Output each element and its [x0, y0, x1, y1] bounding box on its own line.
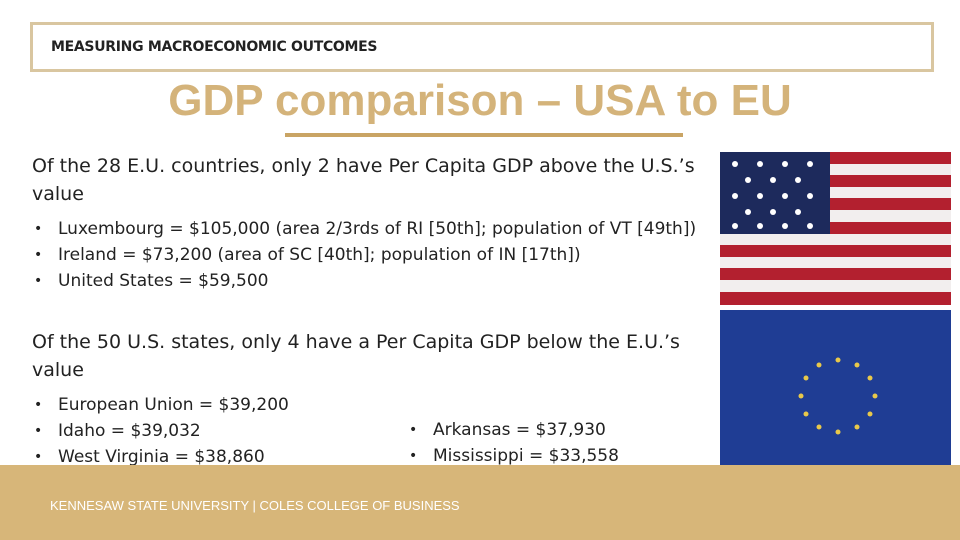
section: Of the 28 E.U. countries, only 2 have Pe… — [32, 152, 702, 294]
us-flag-image — [720, 152, 951, 305]
bullet-item: United States = $59,500 — [32, 268, 702, 294]
title-underline — [285, 133, 683, 137]
bullet-item: West Virginia = $38,860 — [32, 444, 702, 470]
bullet-list: European Union = $39,200Idaho = $39,032W… — [32, 392, 702, 470]
header-box: MEASURING MACROECONOMIC OUTCOMES — [30, 22, 934, 72]
header-label: MEASURING MACROECONOMIC OUTCOMES — [51, 39, 378, 55]
bullet-item: Luxembourg = $105,000 (area 2/3rds of RI… — [32, 216, 702, 242]
footer-text: KENNESAW STATE UNIVERSITY | COLES COLLEG… — [50, 498, 460, 513]
bullet-item: European Union = $39,200 — [32, 392, 702, 418]
section-heading: Of the 28 E.U. countries, only 2 have Pe… — [32, 155, 695, 205]
bullet-list: Arkansas = $37,930Mississippi = $33,558 — [407, 417, 619, 469]
bullet-item: Mississippi = $33,558 — [407, 443, 619, 469]
bullet-item: Arkansas = $37,930 — [407, 417, 619, 443]
eu-flag-image — [720, 310, 951, 465]
footer: KENNESAW STATE UNIVERSITY | COLES COLLEG… — [0, 465, 960, 540]
bullet-list: Luxembourg = $105,000 (area 2/3rds of RI… — [32, 216, 702, 294]
section-heading: Of the 50 U.S. states, only 4 have a Per… — [32, 331, 680, 381]
bullet-item: Ireland = $73,200 (area of SC [40th]; po… — [32, 242, 702, 268]
bullet-item: Idaho = $39,032 — [32, 418, 702, 444]
section: Of the 50 U.S. states, only 4 have a Per… — [32, 328, 702, 470]
title: GDP comparison – USA to EU — [168, 76, 792, 125]
